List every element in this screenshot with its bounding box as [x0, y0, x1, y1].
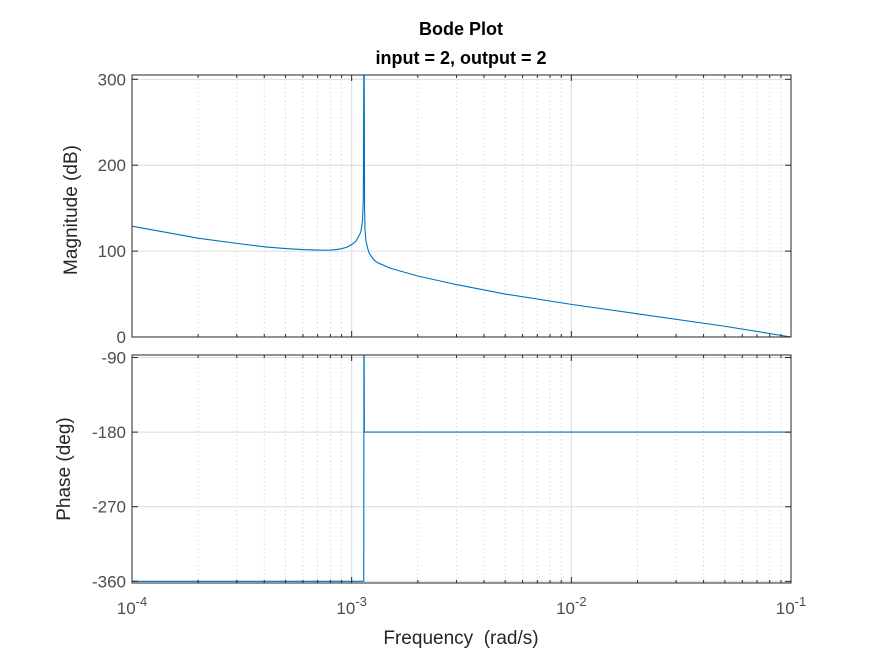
magnitude-panel: 0 100 200 300 — [98, 70, 792, 347]
x-tick-label: 10-3 — [336, 594, 366, 618]
chart-title: Bode Plot — [419, 19, 503, 39]
phase-y-tick-label: -270 — [92, 498, 126, 517]
phase-y-tick-label: -180 — [92, 423, 126, 442]
x-axis-label: Frequency (rad/s) — [383, 628, 538, 649]
magnitude-y-tick-label: 100 — [98, 242, 126, 261]
magnitude-series-line — [131, 74, 792, 338]
magnitude-axes-frame — [131, 74, 792, 338]
phase-series-line — [132, 355, 791, 582]
magnitude-y-tick-label: 0 — [117, 328, 126, 347]
phase-axes-frame — [131, 354, 792, 584]
magnitude-y-tick-label: 300 — [98, 70, 126, 89]
phase-axis-label: Phase (deg) — [54, 417, 75, 521]
phase-panel: -360 -270 -180 -90 10-4 10-3 10-2 10-1 — [92, 348, 806, 618]
phase-y-tick-label: -360 — [92, 572, 126, 591]
x-tick-label: 10-2 — [556, 594, 586, 618]
magnitude-y-tick-label: 200 — [98, 156, 126, 175]
magnitude-axis-label: Magnitude (dB) — [61, 145, 82, 275]
x-tick-label: 10-4 — [117, 594, 147, 618]
x-tick-label: 10-1 — [776, 594, 806, 618]
phase-y-tick-label: -90 — [101, 348, 126, 367]
chart-subtitle: input = 2, output = 2 — [376, 48, 547, 68]
